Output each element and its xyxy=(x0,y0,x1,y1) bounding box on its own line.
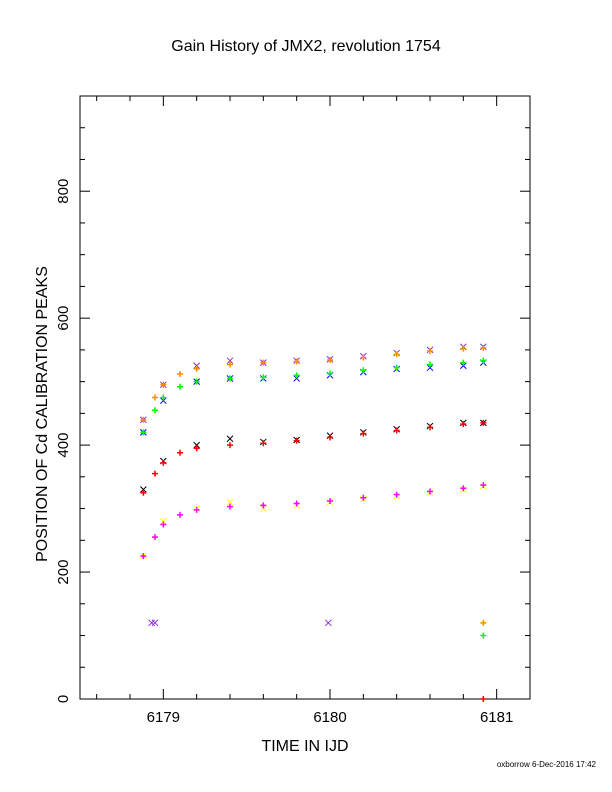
x-axis-label: TIME IN IJD xyxy=(261,738,349,755)
data-point-plus xyxy=(160,381,167,388)
data-point-plus xyxy=(152,534,158,541)
data-point-plus xyxy=(427,361,433,368)
data-point-plus xyxy=(177,511,183,518)
data-point-plus xyxy=(460,345,467,352)
data-marks xyxy=(139,343,487,702)
data-point-plus xyxy=(177,449,183,456)
data-point-plus xyxy=(480,619,487,626)
data-point-plus xyxy=(427,424,433,431)
data-point-plus xyxy=(360,367,367,374)
data-point-plus xyxy=(160,394,167,401)
data-point-plus xyxy=(160,459,167,466)
axis-ticks: 0 200 400 600 800 6179 6180 6181 xyxy=(55,95,531,726)
data-point-plus xyxy=(227,503,233,510)
data-point-plus xyxy=(427,488,433,495)
data-point-plus xyxy=(293,358,300,365)
x-tick-label: 6180 xyxy=(313,709,346,726)
data-point-x xyxy=(159,517,167,525)
data-point-plus xyxy=(260,359,267,366)
data-point-x xyxy=(324,619,332,627)
data-point-plus xyxy=(193,445,200,452)
data-point-x xyxy=(159,397,167,405)
data-point-plus xyxy=(360,494,367,501)
data-point-plus xyxy=(177,383,183,390)
data-point-plus xyxy=(393,364,400,371)
data-point-plus xyxy=(227,442,233,449)
data-point-plus xyxy=(152,394,158,401)
footer-credit: oxborrow 6-Dec-2016 17:42 xyxy=(496,760,596,769)
data-point-plus xyxy=(193,365,200,372)
plot-frame xyxy=(79,95,531,700)
data-point-x xyxy=(226,498,234,506)
data-point-plus xyxy=(152,470,158,477)
data-point-x xyxy=(459,362,467,370)
data-point-plus xyxy=(480,632,487,639)
data-point-plus xyxy=(152,407,158,414)
data-point-plus xyxy=(260,374,267,381)
data-point-plus xyxy=(460,485,467,492)
data-point-x xyxy=(193,362,201,370)
data-point-x xyxy=(151,619,159,627)
y-tick-label: 0 xyxy=(55,695,72,703)
data-point-plus xyxy=(480,344,487,351)
x-tick-label: 6181 xyxy=(480,709,513,726)
data-point-plus xyxy=(260,440,267,447)
data-point-plus xyxy=(460,359,467,366)
data-point-plus xyxy=(193,506,200,513)
data-point-plus xyxy=(480,696,487,702)
data-point-x xyxy=(139,486,147,493)
data-point-plus xyxy=(393,491,400,498)
data-point-x xyxy=(226,357,234,365)
data-point-plus xyxy=(480,357,487,364)
data-point-x xyxy=(148,619,156,627)
data-point-plus xyxy=(327,357,333,364)
data-point-plus xyxy=(227,361,233,368)
x-tick-label: 6179 xyxy=(147,709,180,726)
data-point-x xyxy=(426,364,434,372)
y-tick-label: 600 xyxy=(55,306,72,331)
data-point-plus xyxy=(427,348,433,355)
data-point-plus xyxy=(140,429,147,436)
data-point-plus xyxy=(360,354,367,361)
data-point-plus xyxy=(140,553,147,560)
data-point-plus xyxy=(193,378,200,385)
data-point-plus xyxy=(140,489,147,496)
data-point-x xyxy=(293,375,301,382)
data-point-plus xyxy=(293,372,300,379)
y-tick-label: 800 xyxy=(55,179,72,204)
data-point-x xyxy=(259,505,267,512)
data-point-plus xyxy=(460,421,467,428)
data-point-plus xyxy=(327,434,333,441)
data-point-plus xyxy=(293,437,300,444)
data-point-plus xyxy=(293,500,300,507)
data-point-plus xyxy=(177,371,183,378)
y-tick-label: 400 xyxy=(55,433,72,458)
data-point-plus xyxy=(480,419,487,426)
y-tick-label: 200 xyxy=(55,560,72,585)
data-point-x xyxy=(193,441,201,449)
data-point-plus xyxy=(140,416,147,423)
data-point-plus xyxy=(327,370,333,377)
data-point-plus xyxy=(393,351,400,358)
data-point-x xyxy=(226,435,234,443)
data-point-plus xyxy=(160,521,167,528)
chart-title: Gain History of JMX2, revolution 1754 xyxy=(171,38,441,55)
data-point-plus xyxy=(393,427,400,434)
data-point-plus xyxy=(260,502,267,509)
data-point-plus xyxy=(227,375,233,382)
data-point-plus xyxy=(480,482,487,489)
data-point-plus xyxy=(327,497,333,504)
data-point-plus xyxy=(360,430,367,437)
